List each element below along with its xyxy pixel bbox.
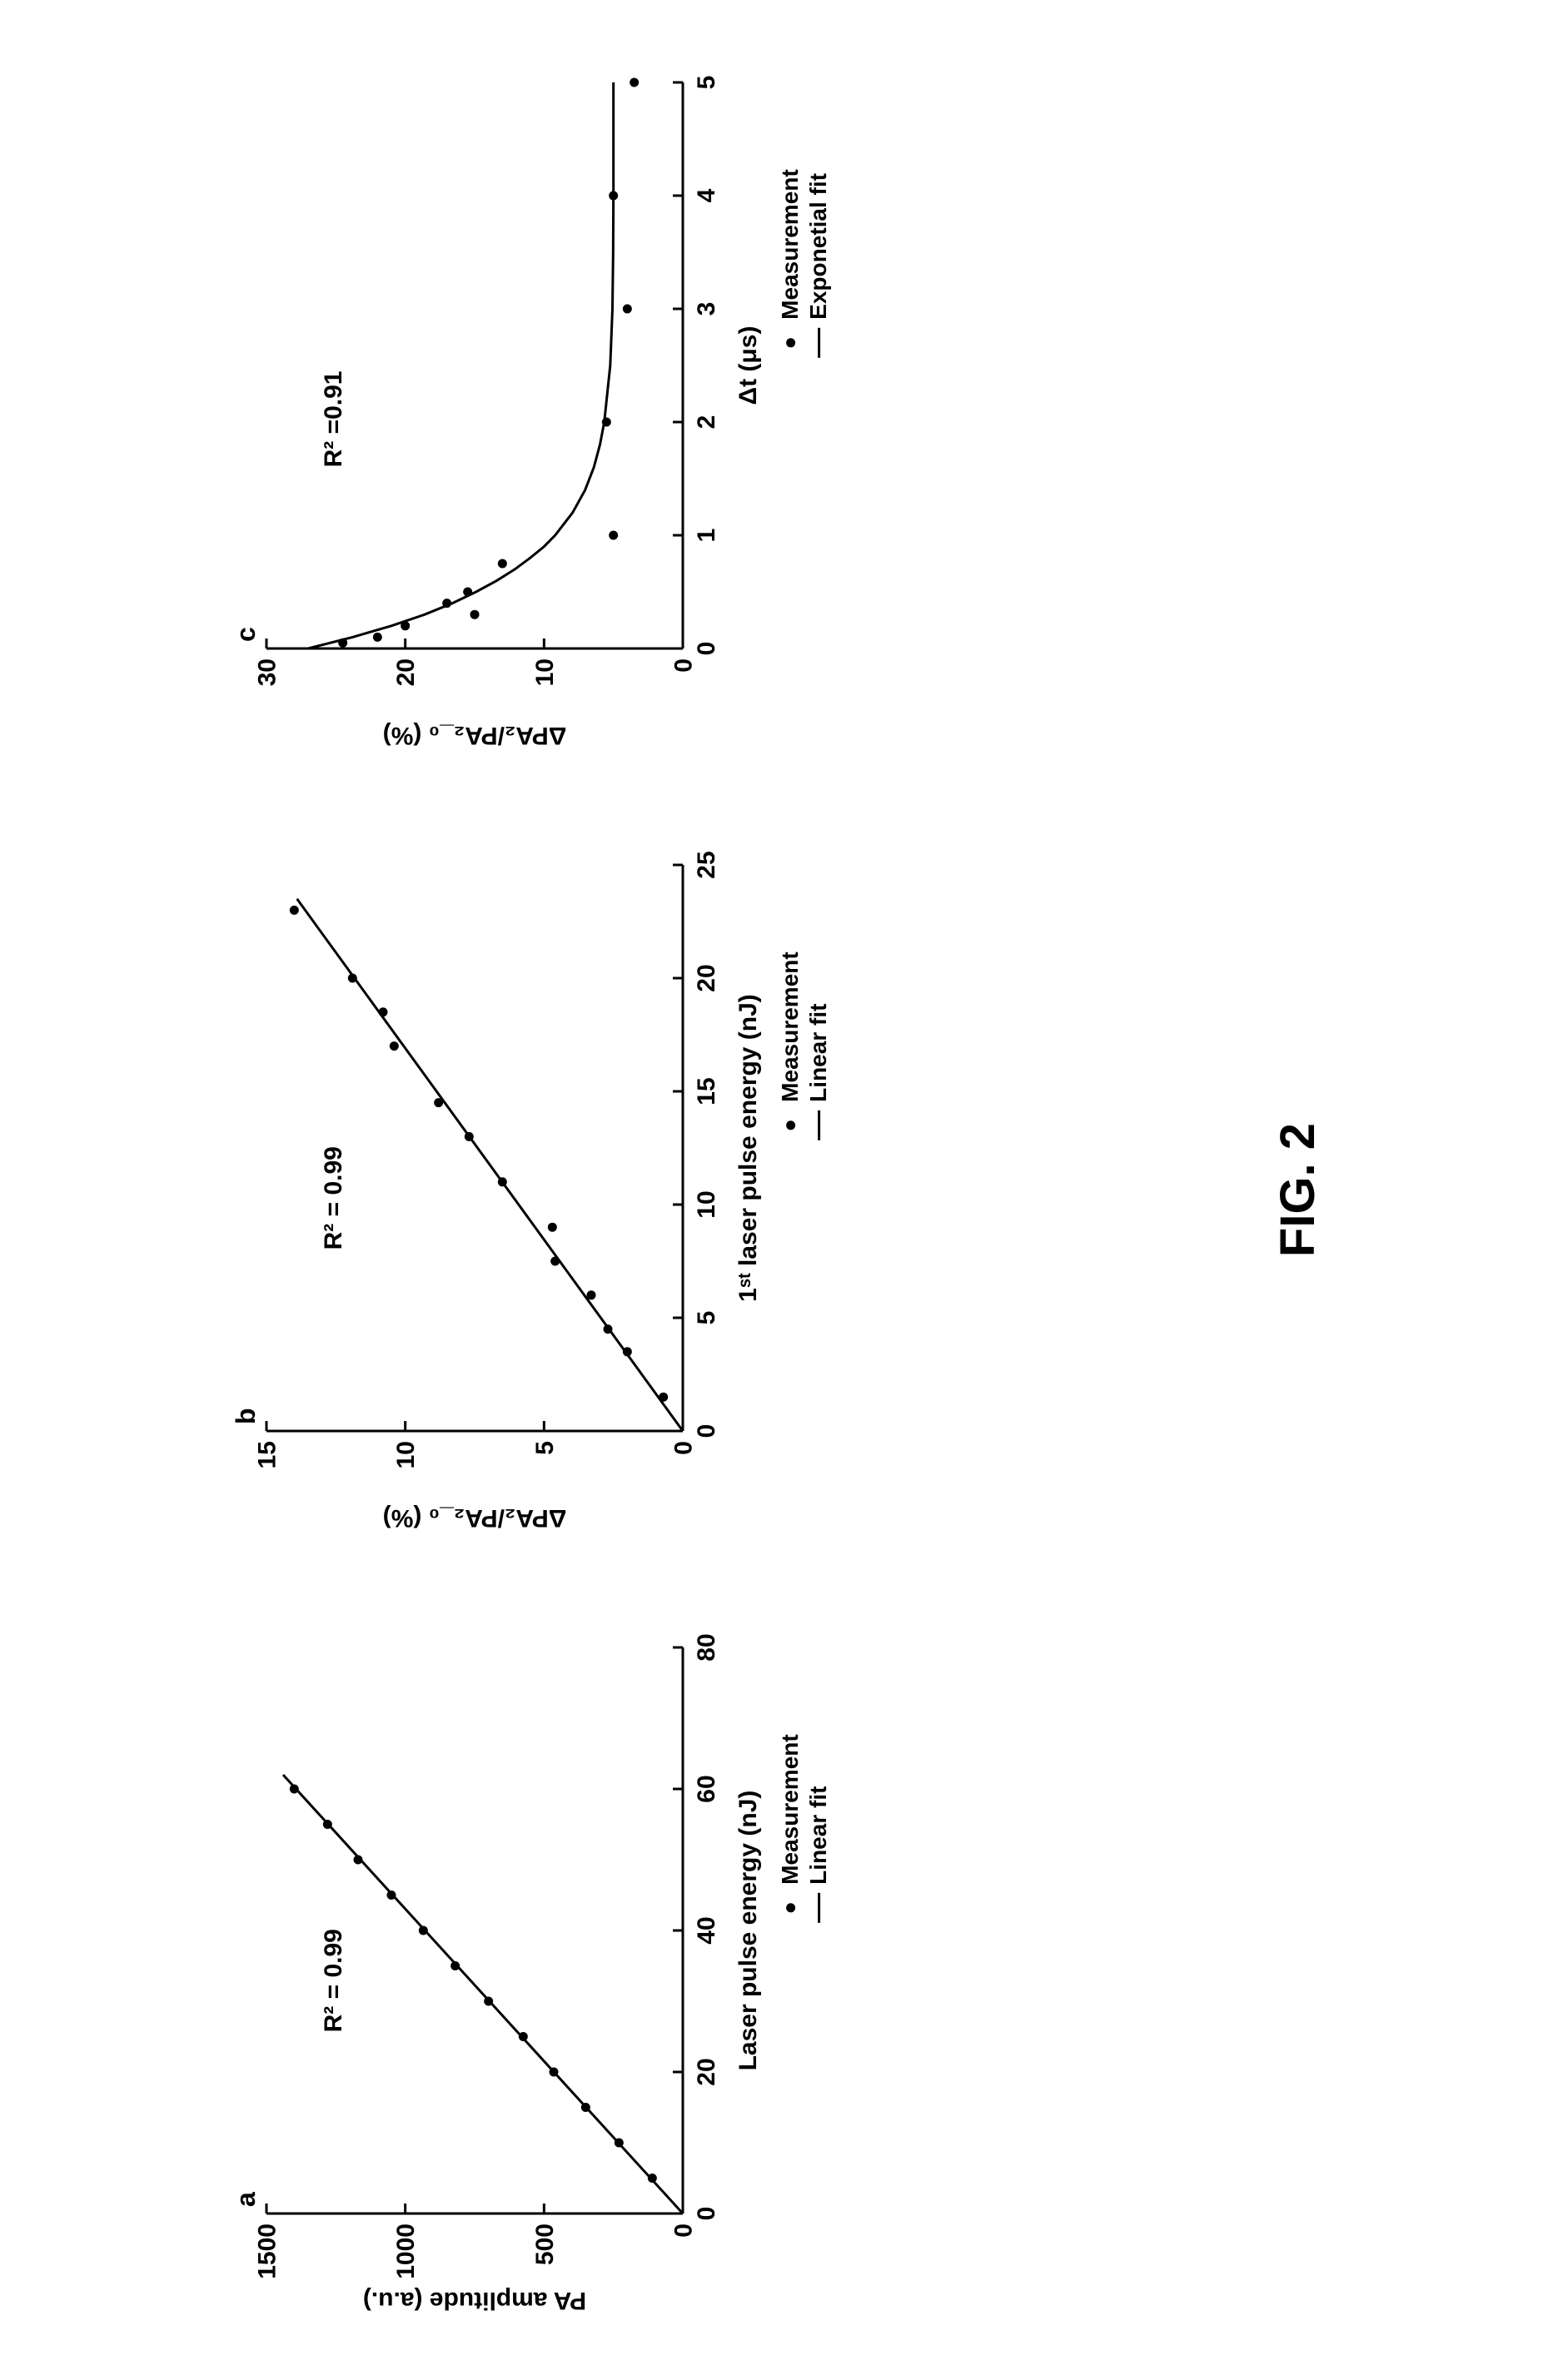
y-tick-label: 20 [392,659,420,687]
x-tick-label: 60 [693,1776,720,1803]
data-point [323,1821,332,1830]
x-tick-label: 5 [693,76,720,90]
y-tick-label: 0 [670,1442,698,1456]
x-axis-label: Δt (μs) [734,326,762,405]
x-tick-label: 15 [693,1078,720,1106]
data-point [648,2174,657,2184]
data-point [498,559,507,569]
legend-fit-label: Linear fit [805,1004,831,1102]
x-tick-label: 3 [693,302,720,316]
data-point [550,1257,560,1266]
x-tick-label: 4 [693,189,720,203]
fit-curve [308,83,614,649]
y-tick-label: 1500 [254,2224,281,2280]
legend-marker-icon [786,339,795,348]
data-point [519,2033,528,2042]
data-point [463,588,472,597]
data-point [338,638,347,648]
legend-measurement-label: Measurement [777,170,803,320]
y-tick-label: 0 [670,659,698,673]
data-point [548,1223,557,1232]
legend-marker-icon [786,1121,795,1130]
data-point [498,1178,507,1187]
data-point [354,1856,363,1865]
y-tick-label: 0 [670,2224,698,2238]
data-point [290,1785,299,1794]
x-tick-label: 1 [693,529,720,543]
data-point [623,1348,632,1357]
data-point [602,418,611,427]
data-point [623,305,632,314]
x-tick-label: 10 [693,1191,720,1219]
data-point [348,974,357,983]
r-squared-annotation: R² = 0.99 [320,1147,347,1250]
data-point [659,1393,668,1402]
data-point [550,2068,559,2077]
y-tick-label: 1000 [392,2224,420,2280]
panel-label: c [231,628,261,643]
legend-marker-icon [786,1904,795,1913]
caption-row: FIG. 2 [837,0,1548,2380]
data-point [450,1962,460,1971]
figure-caption: FIG. 2 [1270,1123,1326,1257]
data-point [401,622,410,631]
y-tick-label: 500 [531,2224,559,2266]
y-tick-label: 30 [254,659,281,687]
x-axis-label: Laser pulse energy (nJ) [734,1791,762,2071]
data-point [390,1042,399,1051]
data-point [419,1926,428,1935]
x-tick-label: 0 [693,1424,720,1438]
x-axis-label: 1ˢᵗ laser pulse energy (nJ) [734,995,762,1303]
chart-c: 0 1 2 3 4 5 0 10 20 30 Δt (μs) ΔPA₂/PA₂_₀ (%) c R² =0… [217,42,833,774]
data-point [604,1325,613,1334]
data-point [581,2104,590,2113]
plots-row: 020406080050010001500Laser pulse energy … [0,0,837,2380]
legend-measurement-label: Measurement [777,952,803,1103]
data-point [465,1132,474,1141]
data-point [442,599,451,609]
x-tick-label: 20 [693,965,720,992]
data-point [484,1997,493,2006]
data-point [609,191,618,201]
y-tick-label: 10 [531,659,559,687]
page-root: 020406080050010001500Laser pulse energy … [0,0,1548,2380]
panel-a: 0 20 40 60 80 0 500 1000 1500 Laser pulse energy … [217,1607,837,2339]
data-point [470,610,480,619]
x-tick-label: 0 [693,2207,720,2221]
rotated-stage: 020406080050010001500Laser pulse energy … [0,0,1548,2380]
x-tick-label: 2 [693,415,720,430]
y-axis-label: ΔPA₂/PA₂_₀ (%) [383,723,567,750]
panel-label: a [231,2193,261,2208]
data-point [587,1291,596,1300]
data-point [387,1891,396,1901]
data-point [434,1099,443,1108]
x-tick-label: 5 [693,1311,720,1325]
y-tick-label: 10 [392,1442,420,1469]
data-point [609,531,618,540]
panel-b: 0 5 10 15 20 25 0 5 10 15 1ˢᵗ laser pulse energy (… [217,824,837,1557]
legend-fit-label: Exponetial fit [805,174,831,320]
legend-fit-label: Linear fit [805,1786,831,1885]
y-axis-label: PA amplitude (a.u.) [363,2288,586,2315]
data-point [379,1008,388,1017]
y-tick-label: 15 [254,1442,281,1469]
x-tick-label: 80 [693,1634,720,1662]
r-squared-annotation: R² =0.91 [320,371,347,468]
data-point [615,2139,624,2148]
data-point [630,78,639,87]
panel-label: b [231,1409,261,1425]
legend-measurement-label: Measurement [777,1735,803,1886]
chart-b: 0 5 10 15 20 25 0 5 10 15 1ˢᵗ laser pulse energy (… [217,824,833,1557]
panel-c: 0 1 2 3 4 5 0 10 20 30 Δt (μs) ΔPA₂/PA₂_₀ (%) c R² =0… [217,42,837,774]
r-squared-annotation: R² = 0.99 [320,1930,347,2033]
chart-a: 0 20 40 60 80 0 500 1000 1500 Laser pulse energy … [217,1607,833,2339]
y-axis-label: ΔPA₂/PA₂_₀ (%) [383,1505,567,1533]
x-tick-label: 0 [693,642,720,656]
y-tick-label: 5 [531,1442,559,1456]
x-tick-label: 25 [693,852,720,879]
x-tick-label: 40 [693,1917,720,1945]
x-tick-label: 20 [693,2059,720,2086]
data-point [290,906,299,915]
data-point [373,633,382,642]
